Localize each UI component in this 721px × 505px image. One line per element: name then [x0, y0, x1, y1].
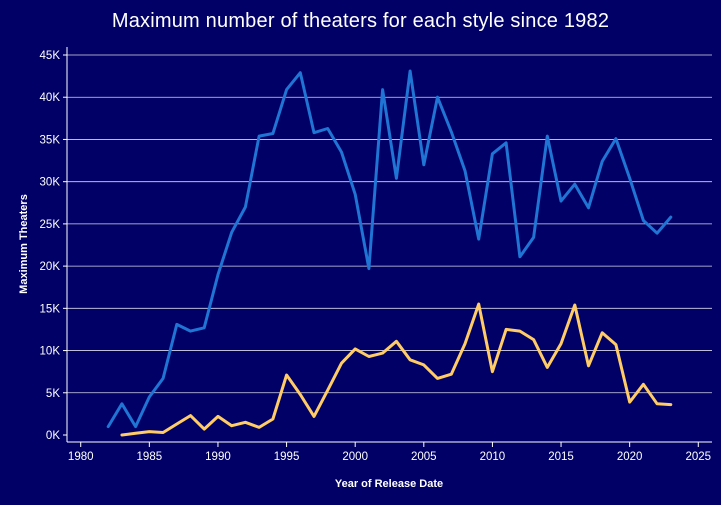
series-line-2: [120, 302, 673, 437]
x-tick-label: 2005: [411, 451, 437, 463]
y-tick-label: 45K: [40, 50, 61, 62]
y-tick-label: 10K: [40, 346, 61, 358]
y-tick-label: 30K: [40, 177, 61, 189]
gridlines: [67, 54, 712, 394]
y-tick-label: 0K: [46, 430, 60, 442]
x-tick-label: 2015: [548, 451, 574, 463]
x-tick-label: 1995: [274, 451, 300, 463]
tick-labels: 0K 5K 10K 15K 20K 25K 30K 35K 40K 45K 1980 1985 1990…: [40, 50, 712, 463]
series-lines: [106, 69, 673, 437]
x-tick-label: 1980: [68, 451, 94, 463]
x-tick-label: 2000: [342, 451, 368, 463]
x-tick-label: 1985: [137, 451, 163, 463]
x-tick-label: 2025: [685, 451, 711, 463]
series-line-1: [106, 69, 673, 429]
y-tick-label: 40K: [40, 92, 61, 104]
y-tick-label: 15K: [40, 303, 61, 315]
x-tick-label: 1990: [205, 451, 231, 463]
y-tick-label: 5K: [46, 388, 60, 400]
chart-title: Maximum number of theaters for each styl…: [111, 10, 610, 32]
x-axis-title: Year of Release Date: [335, 478, 443, 490]
x-tick-label: 2020: [617, 451, 643, 463]
y-tick-label: 20K: [40, 261, 61, 273]
y-tick-label: 35K: [40, 134, 61, 146]
y-axis-title: Maximum Theaters: [18, 194, 30, 294]
x-tick-label: 2010: [480, 451, 506, 463]
y-tick-label: 25K: [40, 219, 61, 231]
axes: [63, 47, 712, 447]
